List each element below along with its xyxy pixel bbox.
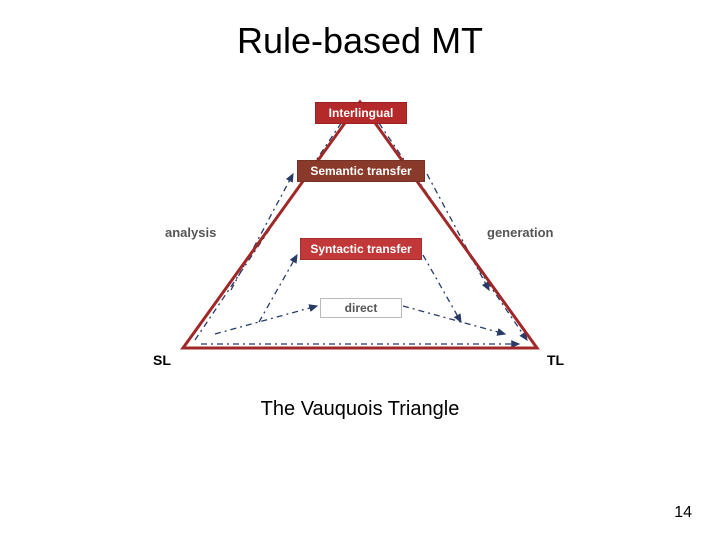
level-syntactic: Syntactic transfer: [300, 238, 422, 260]
flow-arrow: [215, 306, 317, 334]
generation-label: generation: [487, 225, 553, 240]
slide-caption: The Vauquois Triangle: [0, 398, 720, 421]
flow-arrow: [231, 174, 293, 290]
level-interlingual: Interlingual: [315, 102, 407, 124]
flow-arrow: [259, 255, 297, 322]
flow-arrow: [427, 174, 489, 290]
slide-title: Rule-based MT: [0, 20, 720, 62]
tl-label: TL: [547, 352, 564, 368]
vauquois-diagram: Interlingual Semantic transfer Syntactic t…: [135, 90, 585, 380]
flow-arrow: [403, 306, 505, 334]
flow-arrow: [423, 255, 461, 322]
analysis-label: analysis: [165, 225, 216, 240]
level-semantic: Semantic transfer: [297, 160, 425, 182]
level-direct: direct: [320, 298, 402, 318]
page-number: 14: [674, 504, 692, 522]
sl-label: SL: [153, 352, 171, 368]
